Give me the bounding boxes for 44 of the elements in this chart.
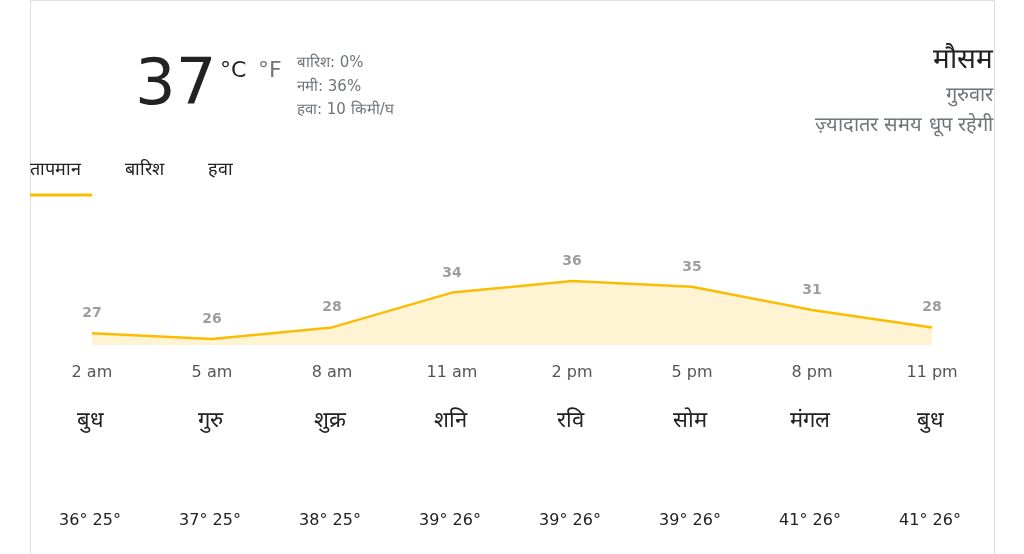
- text: 41° 26°: [779, 510, 841, 529]
- text: 39° 26°: [539, 510, 601, 529]
- annotation: रवि: [556, 407, 585, 432]
- annotation: गुरु: [197, 407, 224, 433]
- data-label: 34: [442, 263, 462, 280]
- x-tick-label: 5 pm: [671, 362, 713, 381]
- data-label: 26: [202, 310, 222, 326]
- data-label: 28: [322, 298, 342, 315]
- text: °F: [258, 57, 282, 82]
- text: 37° 25°: [179, 510, 241, 529]
- text: ज़्यादातर समय धूप रहेगी: [814, 112, 994, 137]
- x-tick-label: 2 pm: [551, 362, 593, 381]
- x-tick-label: 2 am: [71, 362, 113, 381]
- text: नमी: 36%: [297, 77, 362, 95]
- annotation: मंगल: [790, 407, 831, 432]
- text: °C: [220, 57, 247, 82]
- data-label: 28: [922, 298, 942, 315]
- annotation: शुक्र: [314, 407, 347, 433]
- text: बारिश: [125, 158, 165, 179]
- chart-subtitle: गुरुवार: [946, 82, 994, 107]
- x-tick-label: 11 am: [426, 362, 478, 381]
- data-label: 35: [682, 257, 702, 274]
- x-tick-label: 8 am: [311, 362, 353, 381]
- x-tick-label: 8 pm: [791, 362, 833, 381]
- data-label: 31: [802, 281, 822, 297]
- text: 39° 26°: [419, 510, 481, 529]
- text: हवा: [208, 158, 233, 179]
- x-tick-label: 5 am: [191, 362, 233, 381]
- annotation: सोम: [673, 407, 708, 432]
- chart-title: मौसम: [933, 42, 994, 75]
- text: बारिश: 0%: [297, 53, 364, 71]
- text: 36° 25°: [59, 510, 121, 529]
- annotation: शनि: [433, 407, 468, 432]
- text: तापमान: [30, 158, 82, 179]
- data-label: 27: [82, 304, 102, 321]
- text: 41° 26°: [899, 510, 961, 529]
- annotation: बुध: [76, 407, 104, 433]
- x-tick-label: 11 pm: [906, 362, 958, 381]
- text: 39° 26°: [659, 510, 721, 529]
- annotation: बुध: [916, 407, 944, 433]
- text: हवा: 10 किमी/घ: [297, 100, 395, 118]
- text: 37: [135, 45, 217, 119]
- data-label: 36: [562, 252, 582, 268]
- text: 38° 25°: [299, 510, 361, 529]
